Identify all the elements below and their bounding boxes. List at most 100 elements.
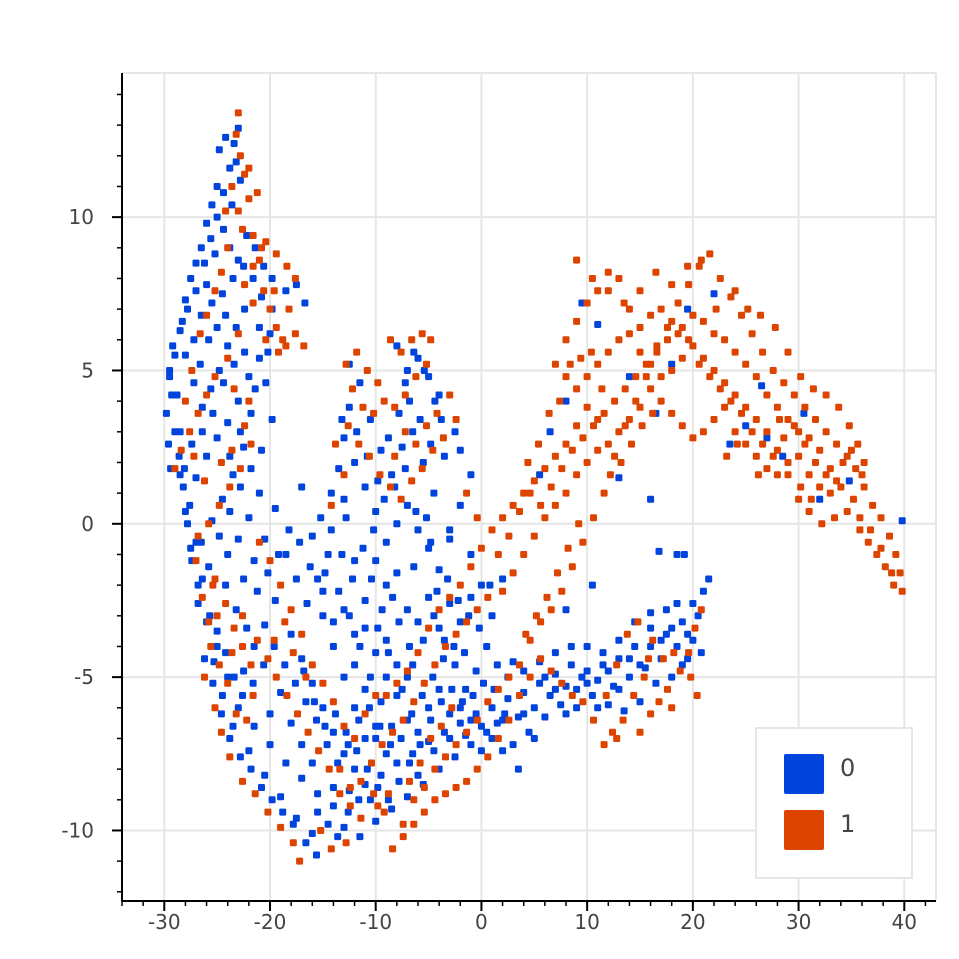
data-point (416, 759, 424, 767)
data-point (467, 716, 475, 724)
data-point (277, 793, 285, 801)
data-point (210, 658, 218, 666)
data-point (353, 428, 361, 436)
data-point (854, 440, 862, 448)
data-point (723, 452, 731, 460)
data-point (477, 747, 485, 755)
data-point (557, 701, 565, 709)
data-point (236, 176, 244, 184)
data-point (558, 587, 566, 595)
data-point (184, 520, 191, 528)
data-point (822, 428, 830, 436)
data-point (403, 501, 411, 509)
data-point (599, 661, 607, 669)
data-point (556, 397, 564, 405)
data-point (668, 673, 676, 681)
data-point (266, 557, 274, 565)
data-point (215, 532, 223, 540)
data-point (203, 452, 211, 460)
data-point (446, 735, 454, 742)
data-point (758, 382, 766, 390)
data-point (450, 643, 458, 650)
data-point (477, 581, 485, 589)
data-point (324, 820, 332, 828)
data-point (636, 348, 644, 356)
data-point (812, 459, 819, 466)
data-point (733, 440, 741, 448)
data-point (551, 360, 559, 368)
data-point (727, 397, 735, 405)
data-point (218, 290, 226, 298)
data-point (398, 685, 406, 693)
data-point (613, 661, 621, 669)
data-point (547, 483, 555, 491)
data-point (313, 851, 320, 859)
data-point (647, 385, 655, 393)
data-point (541, 465, 549, 473)
data-point (822, 391, 830, 399)
data-point (196, 330, 204, 338)
data-point (721, 336, 729, 344)
data-point (240, 667, 248, 675)
data-point (588, 692, 596, 699)
data-point (440, 452, 448, 460)
data-point (869, 501, 877, 509)
data-point (467, 593, 475, 601)
data-point (604, 440, 612, 448)
data-point (473, 765, 481, 773)
data-point (361, 735, 369, 742)
data-point (524, 459, 532, 466)
data-point (384, 796, 392, 804)
data-point (255, 489, 263, 497)
data-point (258, 244, 265, 252)
data-point (795, 428, 803, 436)
data-point (359, 544, 367, 552)
data-point (240, 443, 248, 451)
data-point (321, 722, 329, 730)
data-point (324, 551, 332, 558)
data-point (697, 649, 705, 657)
data-point (215, 367, 223, 374)
data-point (226, 164, 234, 172)
data-point (590, 514, 597, 522)
data-point (327, 489, 335, 497)
data-point (551, 685, 559, 693)
data-point (393, 661, 401, 669)
data-point (292, 814, 300, 822)
data-point (178, 317, 186, 325)
data-point (504, 695, 512, 703)
data-point (600, 489, 608, 497)
data-point (232, 324, 240, 331)
data-point (583, 403, 591, 411)
data-point (340, 750, 348, 758)
data-point (255, 324, 263, 331)
data-point (357, 814, 365, 822)
data-point (535, 440, 542, 448)
data-point (387, 483, 394, 491)
data-point (442, 753, 449, 761)
data-point (194, 409, 202, 417)
data-point (247, 465, 255, 473)
x-tick-label: -30 (148, 910, 181, 934)
data-point (180, 465, 188, 473)
data-point (731, 391, 739, 399)
data-point (340, 673, 348, 681)
data-point (329, 802, 337, 810)
data-point (346, 802, 354, 810)
data-point (266, 741, 274, 749)
data-point (374, 802, 382, 810)
data-point (488, 704, 496, 712)
data-point (818, 520, 826, 528)
data-point (657, 636, 665, 644)
data-point (377, 446, 385, 454)
data-point (773, 471, 781, 479)
data-point (776, 416, 783, 423)
data-point (213, 183, 221, 190)
data-point (514, 713, 522, 721)
data-point (477, 544, 485, 552)
data-point (568, 446, 576, 454)
data-point (329, 698, 337, 706)
data-point (458, 698, 466, 706)
data-point (442, 790, 449, 798)
data-point (332, 440, 339, 448)
